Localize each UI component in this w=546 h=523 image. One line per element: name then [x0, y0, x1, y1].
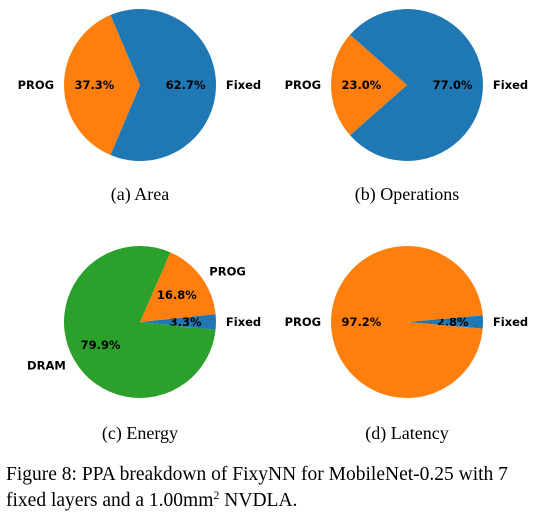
figure-caption-text: Figure 8: PPA breakdown of FixyNN for Mo…	[6, 464, 508, 511]
figure-caption-suffix: NVDLA.	[219, 490, 298, 511]
pie-percent-label: 77.0%	[433, 78, 473, 92]
pie-category-label: PROG	[285, 78, 322, 92]
pie-chart-2: 77.0% Fixed 23.0% PROG (b) Operations	[285, 9, 528, 205]
subfigure-caption: (d) Latency	[365, 423, 448, 444]
pie-slice-fixed	[110, 9, 217, 162]
pie-slice-prog	[330, 34, 407, 136]
pie-category-label: Fixed	[226, 315, 261, 329]
pie-percent-label: 62.7%	[166, 78, 206, 92]
pie-chart-1: 62.7% Fixed 37.3% PROG (a) Area	[18, 9, 261, 205]
subfigure-caption: (b) Operations	[355, 184, 459, 205]
pie-category-label: PROG	[285, 315, 322, 329]
subfigure-caption: (a) Area	[111, 184, 169, 205]
figure-caption-superscript: 2	[213, 488, 220, 502]
pie-slice-prog	[64, 14, 140, 156]
pie-percent-label: 16.8%	[157, 288, 197, 302]
pie-percent-label: 97.2%	[341, 315, 381, 329]
pie-category-label: PROG	[209, 264, 246, 278]
pie-slice-fixed	[140, 314, 216, 330]
pie-slice-fixed	[407, 315, 484, 329]
pie-percent-label: 3.3%	[170, 315, 202, 329]
pie-percent-label: 23.0%	[341, 78, 381, 92]
pie-slice-fixed	[349, 9, 483, 161]
pie-slice-prog	[331, 245, 483, 398]
pie-category-label: Fixed	[493, 78, 528, 92]
pie-chart-3: 3.3% Fixed 16.8% PROG 79.9% DRAM (c) Energy	[27, 246, 261, 444]
pie-category-label: DRAM	[27, 358, 66, 372]
pie-category-label: Fixed	[493, 315, 528, 329]
pie-percent-label: 37.3%	[74, 78, 114, 92]
figure-caption: Figure 8: PPA breakdown of FixyNN for Mo…	[6, 462, 542, 514]
pie-category-label: Fixed	[226, 78, 261, 92]
pie-percent-label: 79.9%	[81, 338, 121, 352]
pie-category-label: PROG	[18, 78, 55, 92]
subfigure-caption: (c) Energy	[102, 423, 178, 444]
pie-slice-prog	[140, 252, 216, 322]
pie-slice-dram	[63, 246, 216, 399]
